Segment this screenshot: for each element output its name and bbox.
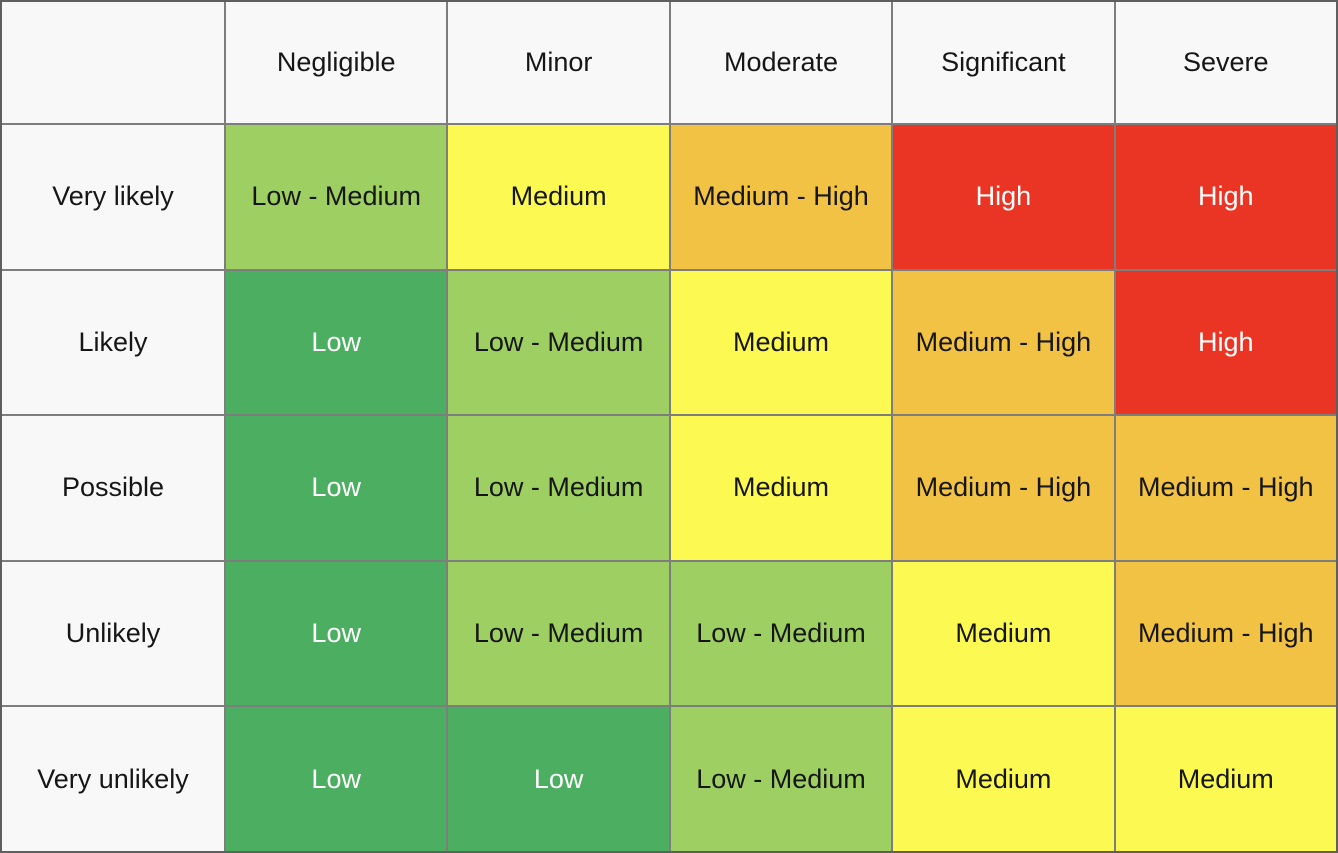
column-header-moderate: Moderate (670, 2, 892, 123)
cell-likely-negligible: Low (226, 270, 447, 415)
cell-very-likely-severe: High (1115, 125, 1336, 269)
row-label-unlikely: Unlikely (2, 561, 224, 706)
cell-possible-minor: Low - Medium (448, 416, 669, 560)
cell-likely-severe: High (1115, 270, 1336, 415)
cell-very-likely-minor: Medium (448, 125, 669, 269)
cell-very-unlikely-moderate: Low - Medium (670, 707, 892, 851)
cell-unlikely-minor: Low - Medium (448, 561, 669, 706)
row-label-likely: Likely (2, 270, 224, 415)
cell-possible-significant: Medium - High (893, 416, 1114, 560)
cell-unlikely-negligible: Low (226, 561, 447, 706)
row-label-very-unlikely: Very unlikely (2, 707, 224, 851)
cell-likely-minor: Low - Medium (448, 270, 669, 415)
cell-likely-significant: Medium - High (893, 270, 1114, 415)
corner-cell (2, 2, 224, 123)
cell-unlikely-moderate: Low - Medium (670, 561, 892, 706)
cell-possible-negligible: Low (226, 416, 447, 560)
cell-very-likely-significant: High (893, 125, 1114, 269)
column-header-minor: Minor (448, 2, 669, 123)
cell-likely-moderate: Medium (670, 270, 892, 415)
cell-very-unlikely-severe: Medium (1115, 707, 1336, 851)
cell-possible-severe: Medium - High (1115, 416, 1336, 560)
cell-very-unlikely-minor: Low (448, 707, 669, 851)
cell-very-unlikely-significant: Medium (893, 707, 1114, 851)
cell-possible-moderate: Medium (670, 416, 892, 560)
column-header-significant: Significant (893, 2, 1114, 123)
row-label-very-likely: Very likely (2, 125, 224, 269)
cell-unlikely-severe: Medium - High (1115, 561, 1336, 706)
row-label-possible: Possible (2, 416, 224, 560)
cell-very-unlikely-negligible: Low (226, 707, 447, 851)
cell-unlikely-significant: Medium (893, 561, 1114, 706)
cell-very-likely-negligible: Low - Medium (226, 125, 447, 269)
column-header-negligible: Negligible (226, 2, 447, 123)
column-header-severe: Severe (1115, 2, 1336, 123)
cell-very-likely-moderate: Medium - High (670, 125, 892, 269)
